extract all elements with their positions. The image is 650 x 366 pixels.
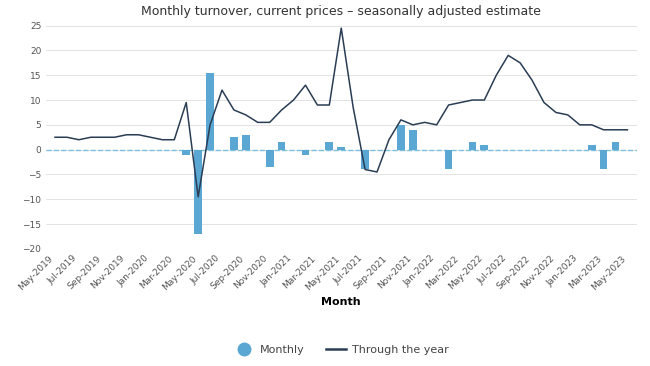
Bar [278, 142, 285, 150]
Bar [194, 150, 202, 234]
Bar [612, 142, 619, 150]
Title: Monthly turnover, current prices – seasonally adjusted estimate: Monthly turnover, current prices – seaso… [141, 4, 541, 18]
X-axis label: Month: Month [322, 297, 361, 307]
Bar [266, 150, 274, 167]
Bar [409, 130, 417, 150]
Bar [242, 135, 250, 150]
Legend: Monthly, Through the year: Monthly, Through the year [229, 340, 453, 359]
Bar [588, 145, 595, 150]
Bar [302, 150, 309, 154]
Bar [183, 150, 190, 154]
Bar [600, 150, 608, 169]
Bar [480, 145, 488, 150]
Bar [469, 142, 476, 150]
Bar [326, 142, 333, 150]
Bar [445, 150, 452, 169]
Bar [337, 147, 345, 150]
Bar [206, 73, 214, 150]
Bar [397, 125, 405, 150]
Bar [361, 150, 369, 169]
Bar [230, 137, 238, 150]
